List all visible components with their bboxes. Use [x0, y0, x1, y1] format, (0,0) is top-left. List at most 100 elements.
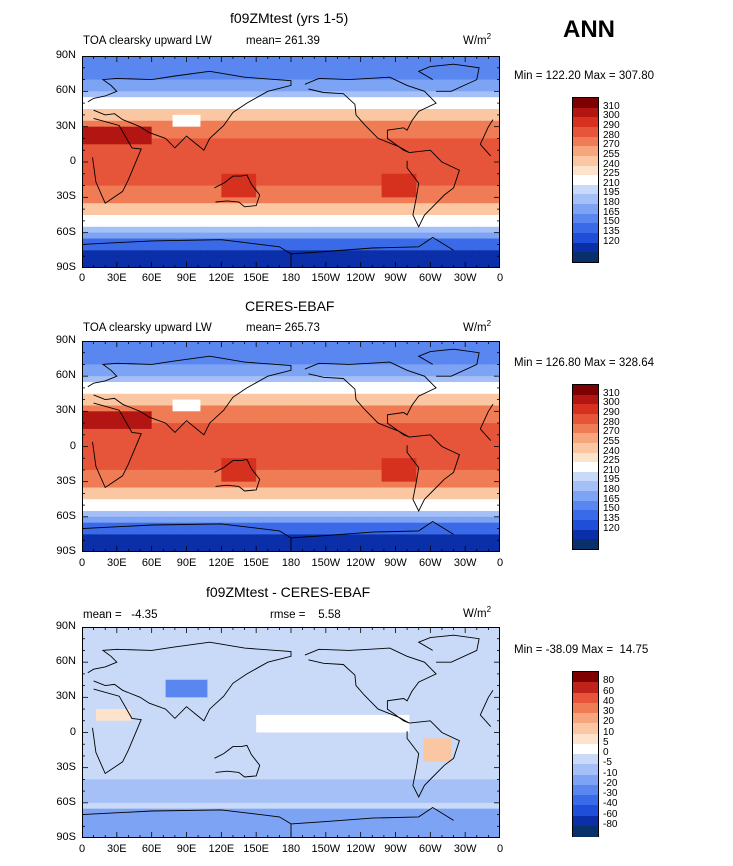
map-field-cell — [151, 662, 160, 669]
map-field-cell — [360, 358, 369, 366]
map-field-cell — [325, 399, 334, 407]
map-field-cell — [214, 162, 222, 169]
map-field-cell — [284, 232, 292, 240]
map-field-cell — [360, 458, 369, 465]
map-field-cell — [263, 481, 271, 489]
map-field-cell — [451, 493, 459, 500]
map-field-cell — [360, 85, 369, 92]
map-field-cell — [151, 262, 160, 268]
map-field-cell — [130, 203, 139, 210]
map-field-cell — [318, 244, 327, 251]
map-field-cell — [270, 650, 278, 657]
map-field-cell — [123, 475, 132, 483]
map-field-cell — [465, 632, 473, 640]
map-field-cell — [144, 382, 153, 389]
map-field-cell — [165, 493, 174, 500]
map-field-cell — [409, 167, 417, 175]
map-field-cell — [339, 487, 348, 494]
map-field-cell — [444, 56, 452, 63]
map-field-cell — [123, 341, 132, 348]
map-field-cell — [102, 61, 111, 69]
map-field-cell — [82, 469, 90, 477]
map-field-cell — [144, 352, 153, 360]
map-field-cell — [318, 91, 327, 98]
map-field-cell — [493, 399, 500, 407]
map-field-cell — [367, 203, 376, 210]
map-field-cell — [165, 262, 174, 268]
map-field-cell — [116, 67, 125, 75]
map-field-cell — [270, 464, 278, 471]
map-field-cell — [137, 475, 146, 483]
map-field-cell — [88, 97, 97, 104]
map-field-cell — [486, 446, 494, 453]
map-field-cell — [235, 256, 243, 263]
map-field-cell — [207, 73, 215, 81]
panel3-title: f09ZMtest - CERES-EBAF — [206, 584, 371, 600]
map-field-cell — [325, 185, 334, 193]
map-field-cell — [228, 209, 236, 216]
map-field-cell — [409, 67, 417, 75]
map-field-cell — [346, 203, 355, 210]
colorbar-swatch — [573, 462, 598, 473]
map-field-cell — [381, 162, 390, 169]
map-field-cell — [444, 516, 452, 524]
map-field-cell — [200, 481, 208, 489]
map-field-cell — [297, 434, 306, 442]
map-field-cell — [137, 534, 146, 541]
map-field-cell — [249, 73, 257, 81]
map-field-cell — [284, 440, 292, 448]
panel1-variable-label: TOA clearsky upward LW — [83, 35, 212, 47]
map-field-cell — [395, 417, 404, 424]
map-field-cell — [472, 262, 480, 268]
map-field-cell — [472, 67, 480, 75]
map-field-cell — [228, 103, 236, 110]
map-field-cell — [367, 376, 376, 383]
map-field-cell — [186, 132, 195, 140]
map-field-cell — [318, 540, 327, 547]
map-field-cell — [102, 662, 111, 669]
map-field-cell — [109, 393, 118, 401]
map-field-cell — [353, 150, 362, 157]
map-field-cell — [256, 370, 264, 377]
map-field-cell — [402, 464, 411, 471]
map-field-cell — [325, 393, 334, 401]
map-field-cell — [263, 627, 271, 634]
map-field-cell — [270, 144, 278, 151]
map-field-cell — [151, 638, 160, 646]
map-field-cell — [444, 540, 452, 547]
map-field-cell — [395, 132, 404, 140]
map-field-cell — [235, 440, 243, 448]
map-field-cell — [158, 352, 167, 360]
map-field-cell — [332, 56, 341, 63]
map-field-cell — [291, 393, 299, 401]
map-field-cell — [179, 452, 188, 459]
map-field-cell — [263, 150, 271, 157]
map-field-cell — [242, 399, 250, 407]
map-field-cell — [123, 387, 132, 395]
map-field-cell — [172, 405, 181, 412]
map-field-cell — [472, 209, 480, 216]
map-field-cell — [144, 150, 153, 157]
map-field-cell — [353, 250, 362, 257]
map-field-cell — [402, 85, 411, 92]
map-field-cell — [430, 144, 438, 151]
map-field-cell — [423, 79, 431, 87]
map-field-cell — [270, 417, 278, 424]
map-field-cell — [82, 220, 90, 228]
map-field-cell — [242, 428, 250, 436]
map-field-cell — [360, 244, 369, 251]
map-field-cell — [472, 534, 480, 541]
map-field-cell — [493, 411, 500, 418]
map-field-cell — [214, 446, 222, 453]
coastline — [417, 63, 480, 92]
map-field-cell — [151, 510, 160, 518]
map-field-cell — [423, 238, 431, 246]
map-field-cell — [465, 56, 473, 63]
map-field-cell — [144, 644, 153, 652]
map-field-cell — [430, 650, 438, 657]
map-field-cell — [332, 197, 341, 204]
map-field-cell — [346, 358, 355, 366]
map-field-cell — [311, 546, 320, 552]
map-field-cell — [409, 79, 417, 87]
map-field-cell — [388, 120, 397, 128]
